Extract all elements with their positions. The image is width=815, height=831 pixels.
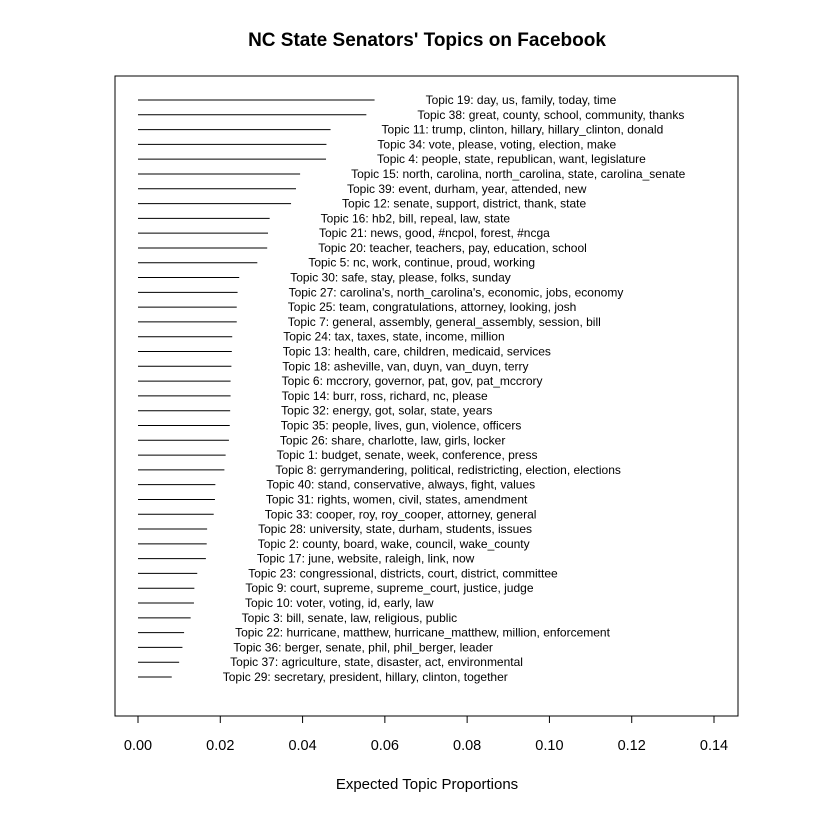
x-tick-label: 0.14: [700, 738, 728, 754]
x-tick-label: 0.02: [206, 738, 234, 754]
topic-label: Topic 39: event, durham, year, attended,…: [347, 182, 587, 196]
topic-label: Topic 16: hb2, bill, repeal, law, state: [321, 211, 511, 225]
topic-label: Topic 34: vote, please, voting, election…: [377, 137, 616, 151]
topic-labels-group: Topic 19: day, us, family, today, timeTo…: [223, 93, 686, 684]
topic-label: Topic 38: great, county, school, communi…: [417, 108, 684, 122]
topic-label: Topic 1: budget, senate, week, conferenc…: [277, 448, 538, 462]
topic-label: Topic 26: share, charlotte, law, girls, …: [280, 433, 505, 447]
topic-label: Topic 22: hurricane, matthew, hurricane_…: [235, 626, 611, 640]
topic-label: Topic 31: rights, women, civil, states, …: [266, 492, 528, 506]
topic-label: Topic 24: tax, taxes, state, income, mil…: [283, 330, 504, 344]
topic-label: Topic 37: agriculture, state, disaster, …: [230, 655, 523, 669]
topic-label: Topic 21: news, good, #ncpol, forest, #n…: [319, 226, 550, 240]
bars-group: [138, 99, 375, 678]
topic-label: Topic 29: secretary, president, hillary,…: [223, 670, 508, 684]
x-tick-label: 0.04: [288, 738, 316, 754]
topic-label: Topic 27: carolina's, north_carolina's, …: [289, 285, 624, 299]
topic-label: Topic 13: health, care, children, medica…: [283, 345, 551, 359]
topic-label: Topic 2: county, board, wake, council, w…: [258, 537, 530, 551]
topic-label: Topic 40: stand, conservative, always, f…: [266, 478, 535, 492]
topic-label: Topic 19: day, us, family, today, time: [426, 93, 617, 107]
topic-label: Topic 11: trump, clinton, hillary, hilla…: [382, 123, 664, 137]
topic-label: Topic 35: people, lives, gun, violence, …: [281, 418, 522, 432]
topic-label: Topic 14: burr, ross, richard, nc, pleas…: [282, 389, 488, 403]
topic-label: Topic 3: bill, senate, law, religious, p…: [242, 611, 457, 625]
x-axis-label: Expected Topic Proportions: [336, 776, 518, 793]
topic-label: Topic 17: june, website, raleigh, link, …: [257, 552, 475, 566]
topic-label: Topic 32: energy, got, solar, state, yea…: [281, 404, 492, 418]
x-axis: 0.00 0.02 0.04 0.06 0.08 0.10 0.12 0.14: [124, 715, 728, 754]
topic-label: Topic 15: north, carolina, north_carolin…: [351, 167, 686, 181]
x-tick-label: 0.10: [535, 738, 563, 754]
topic-label: Topic 28: university, state, durham, stu…: [258, 522, 532, 536]
topic-label: Topic 9: court, supreme, supreme_court, …: [245, 581, 533, 595]
topic-label: Topic 20: teacher, teachers, pay, educat…: [318, 241, 587, 255]
topic-label: Topic 8: gerrymandering, political, redi…: [275, 463, 621, 477]
topic-label: Topic 18: asheville, van, duyn, van_duyn…: [282, 359, 528, 373]
topic-label: Topic 36: berger, senate, phil, phil_ber…: [233, 640, 493, 654]
topic-label: Topic 33: cooper, roy, roy_cooper, attor…: [265, 507, 537, 521]
x-tick-label: 0.06: [371, 738, 399, 754]
topic-label: Topic 12: senate, support, district, tha…: [342, 197, 586, 211]
x-tick-label: 0.08: [453, 738, 481, 754]
topic-label: Topic 4: people, state, republican, want…: [377, 152, 646, 166]
topic-label: Topic 7: general, assembly, general_asse…: [288, 315, 601, 329]
topic-label: Topic 5: nc, work, continue, proud, work…: [308, 256, 535, 270]
topic-label: Topic 6: mccrory, governor, pat, gov, pa…: [282, 374, 543, 388]
topic-label: Topic 30: safe, stay, please, folks, sun…: [290, 271, 511, 285]
chart-title: NC State Senators' Topics on Facebook: [248, 30, 606, 51]
x-tick-label: 0.12: [618, 738, 646, 754]
topic-label: Topic 23: congressional, districts, cour…: [248, 566, 558, 580]
topic-label: Topic 25: team, congratulations, attorne…: [288, 300, 577, 314]
x-tick-label: 0.00: [124, 738, 152, 754]
topic-label: Topic 10: voter, voting, id, early, law: [245, 596, 434, 610]
